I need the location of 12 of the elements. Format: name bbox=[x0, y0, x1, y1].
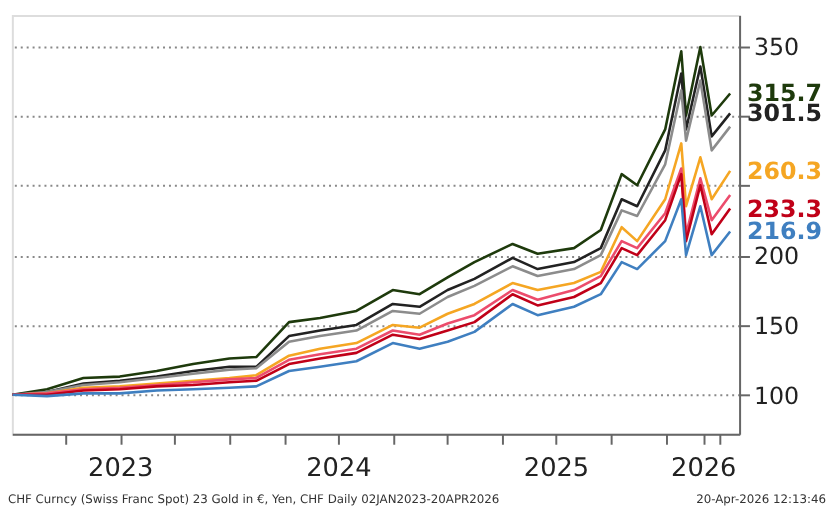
x-tick-label: 2024 bbox=[306, 454, 372, 485]
x-tick-label: 2025 bbox=[523, 454, 590, 485]
data-label: 260.3 bbox=[747, 156, 822, 185]
data-label: 301.5 bbox=[747, 99, 822, 128]
data-label: 216.9 bbox=[747, 217, 822, 246]
y-tick-label: 350 bbox=[753, 32, 800, 61]
data-label: 233.3 bbox=[747, 194, 822, 223]
x-tick-label: 2026 bbox=[671, 454, 737, 485]
y-tick-label: 150 bbox=[753, 311, 800, 340]
y-tick-label: 200 bbox=[753, 242, 800, 270]
y-tick-label: 100 bbox=[753, 381, 800, 410]
x-tick-label: 2023 bbox=[88, 454, 154, 485]
